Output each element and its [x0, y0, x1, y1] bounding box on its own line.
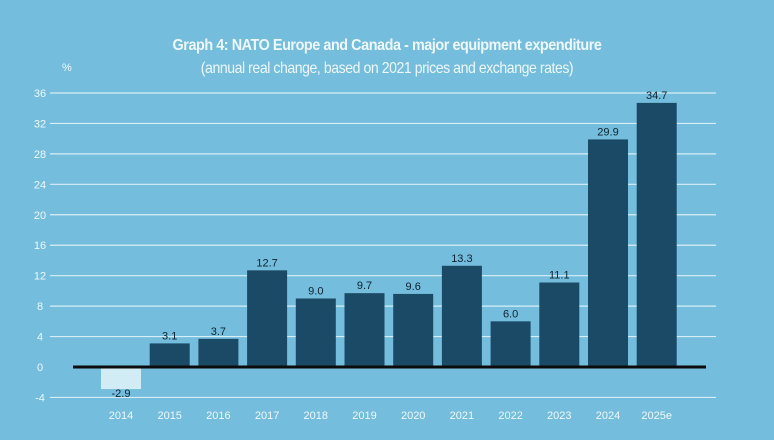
- y-tick-label: 28: [34, 149, 46, 161]
- bar-2021: [441, 265, 482, 367]
- x-tick-label: 2025e: [641, 410, 672, 422]
- bar-2019: [344, 293, 385, 367]
- x-tick-label: 2017: [255, 410, 279, 422]
- x-tick-label: 2023: [547, 410, 571, 422]
- bar-2015: [149, 343, 190, 367]
- y-tick-label: 8: [37, 301, 43, 313]
- y-tick-label: 16: [34, 240, 46, 252]
- x-tick-label: 2014: [109, 410, 133, 422]
- y-tick-label: 4: [37, 332, 43, 344]
- x-tick-label: 2015: [157, 410, 181, 422]
- data-label: 6.0: [503, 308, 518, 320]
- y-tick-label: 36: [34, 88, 46, 100]
- data-label: 9.0: [308, 286, 323, 298]
- x-tick-label: 2020: [401, 410, 425, 422]
- data-label: 9.7: [357, 280, 372, 292]
- data-label: 12.7: [256, 257, 277, 269]
- data-label: 9.6: [406, 281, 421, 293]
- bar-2014: [101, 367, 141, 390]
- bar-2024: [588, 139, 628, 367]
- bar-2017: [247, 270, 288, 367]
- data-label: 29.9: [597, 126, 618, 138]
- data-label: -2.9: [112, 388, 131, 400]
- x-tick-label: 2021: [450, 410, 474, 422]
- y-tick-label: 0: [37, 362, 43, 374]
- y-tick-label: 32: [34, 118, 46, 130]
- data-label: 13.3: [451, 253, 472, 265]
- bar-2020: [393, 293, 434, 367]
- bar-2023: [539, 282, 580, 367]
- y-tick-label: 24: [34, 179, 46, 191]
- y-tick-label: 20: [34, 210, 46, 222]
- chart-subtitle: (annual real change, based on 2021 price…: [200, 60, 574, 77]
- bar-2016: [198, 338, 239, 367]
- chart-title: Graph 4: NATO Europe and Canada - major …: [172, 37, 602, 54]
- data-label: 3.1: [162, 330, 177, 342]
- x-tick-label: 2016: [206, 410, 230, 422]
- bar-2025e: [636, 102, 677, 368]
- bar-2018: [295, 298, 336, 367]
- y-tick-label: -4: [35, 392, 45, 404]
- x-tick-label: 2018: [304, 410, 328, 422]
- x-tick-label: 2024: [596, 410, 620, 422]
- data-label: 34.7: [646, 90, 667, 102]
- y-tick-label: 12: [34, 271, 46, 283]
- data-label: 11.1: [549, 270, 570, 282]
- data-label: 3.7: [211, 326, 226, 338]
- x-tick-label: 2022: [498, 410, 522, 422]
- y-axis-unit: %: [62, 62, 72, 74]
- bar-2022: [490, 321, 531, 367]
- x-tick-label: 2019: [352, 410, 376, 422]
